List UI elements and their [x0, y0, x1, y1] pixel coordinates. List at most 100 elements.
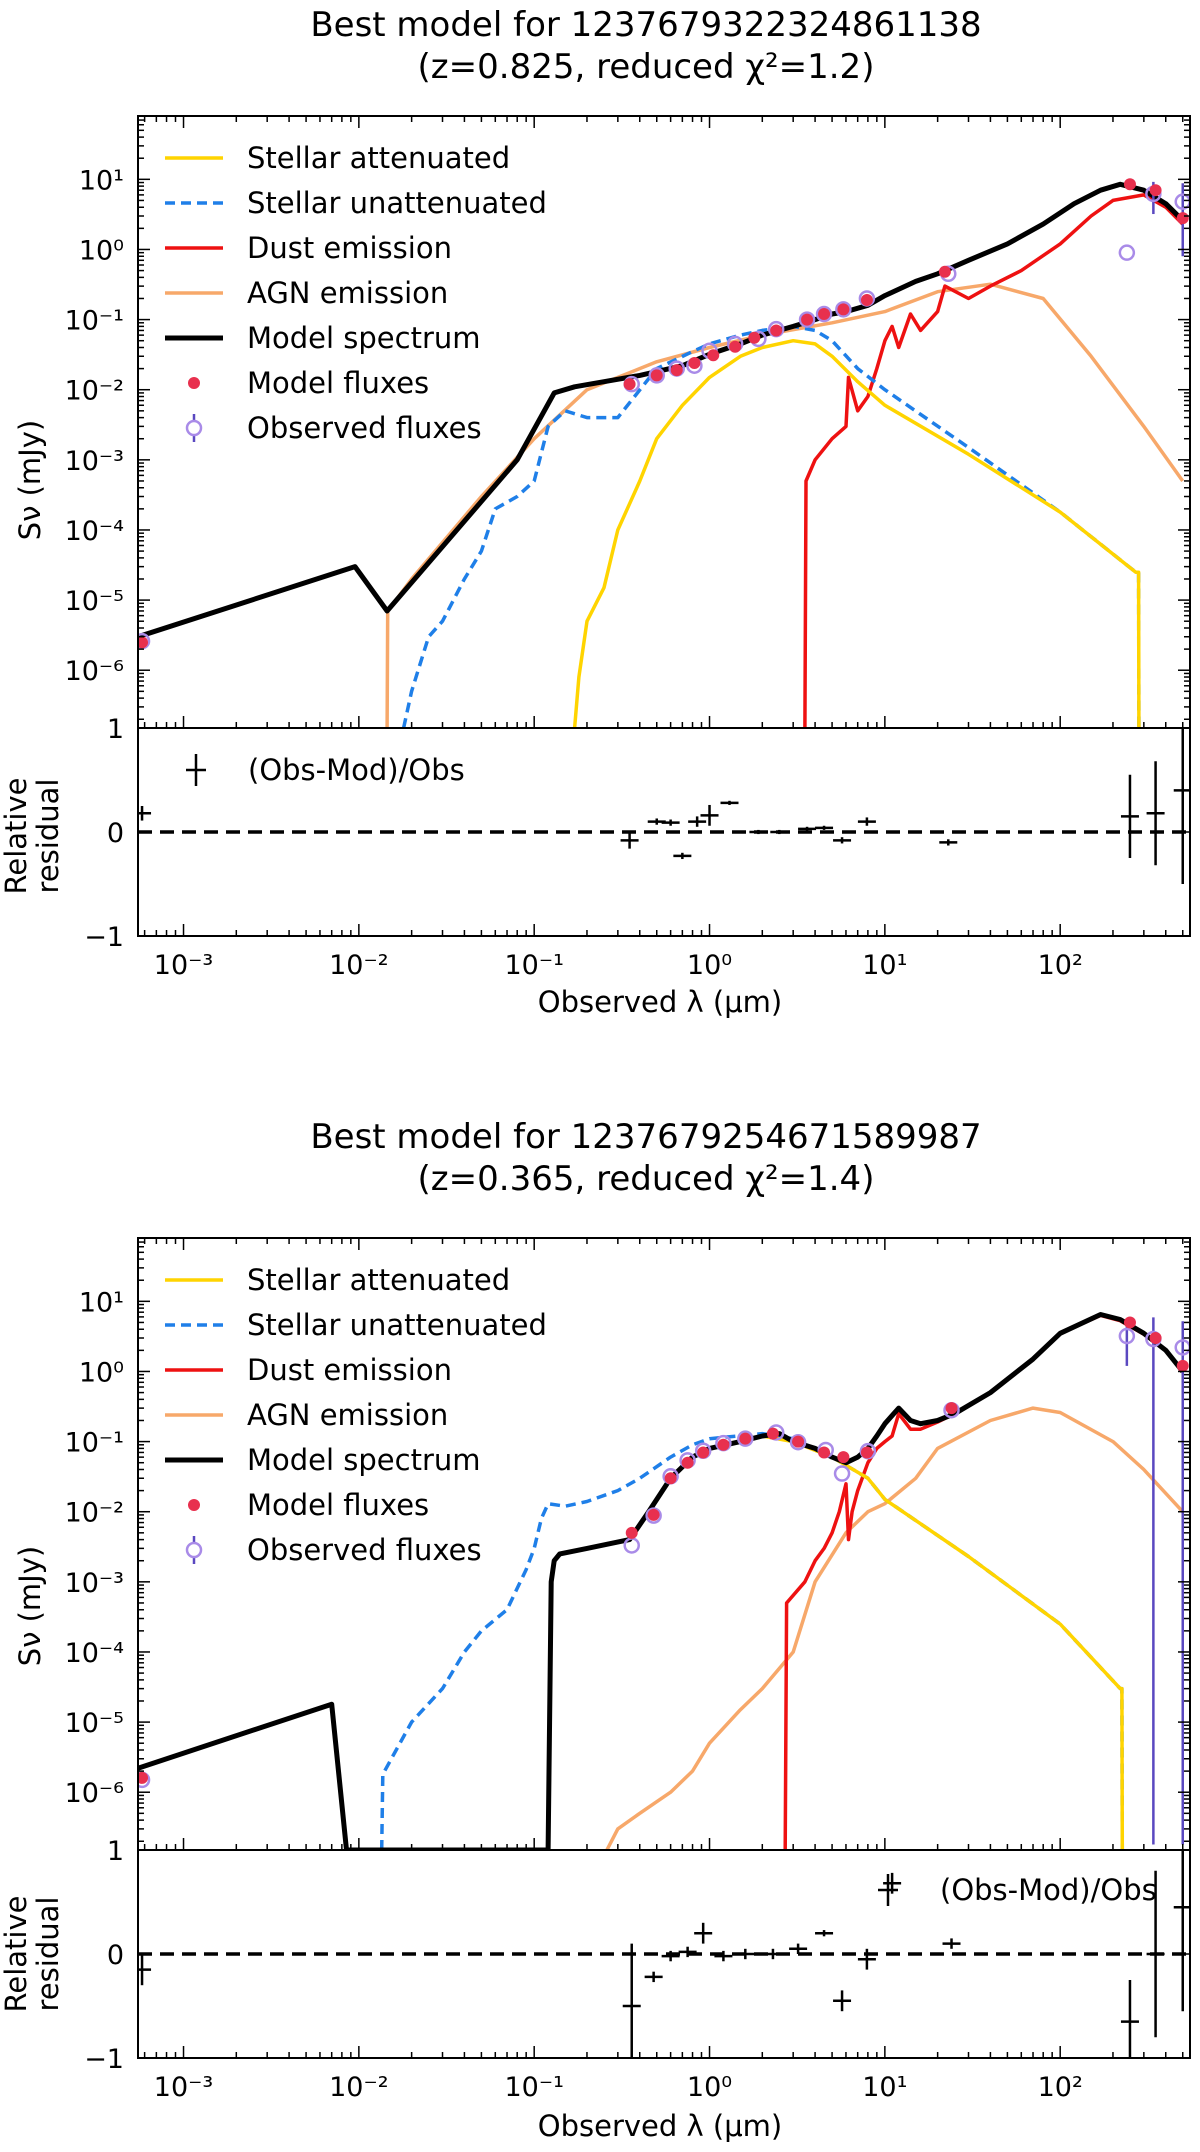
residual-plot-area: 10⁻³ 10⁻² 10⁻¹ 10⁰ 10¹ 10² 1 0 −1 (Obs-Mod)/Obs	[84, 714, 1191, 981]
y-tick-label: 10⁰	[79, 235, 124, 266]
model-flux-point	[1176, 212, 1189, 225]
series-stellar-attenuated	[628, 1434, 1125, 1850]
y-tick-label: 10¹	[79, 165, 124, 196]
legend-label: Model fluxes	[247, 366, 429, 400]
residual-y-label-line2: residual	[31, 1897, 65, 2012]
model-flux-point	[707, 349, 720, 362]
residual-plot-area: 10⁻³ 10⁻² 10⁻¹ 10⁰ 10¹ 10² 1 0 −1 (Obs-Mod)/Obs	[84, 1836, 1191, 2103]
series-dust-emission	[803, 193, 1184, 728]
x-tick-label: 10⁰	[687, 2072, 732, 2103]
residual-y-label-line1: Relative	[0, 1896, 33, 2013]
x-tick-label: 10¹	[862, 950, 907, 981]
model-flux-point	[138, 1771, 149, 1784]
x-tick-label: 10⁻²	[329, 950, 388, 981]
x-tick-label: 10²	[1038, 2072, 1083, 2103]
model-flux-point	[748, 331, 761, 344]
legend: Stellar attenuated Stellar unattenuated Du…	[165, 1263, 547, 1567]
model-flux-point	[681, 1456, 694, 1469]
model-flux-point	[647, 1508, 660, 1521]
x-tick-label: 10⁻³	[154, 2072, 213, 2103]
legend-label: Model fluxes	[247, 1488, 429, 1522]
x-tick-label: 10⁻¹	[504, 2072, 563, 2103]
legend-label: Stellar unattenuated	[247, 1308, 547, 1342]
model-flux-point	[1123, 1316, 1136, 1329]
residual-legend-label: (Obs-Mod)/Obs	[248, 753, 465, 787]
series-agn-emission	[605, 1406, 1184, 1850]
x-tick-label: 10⁻²	[329, 2072, 388, 2103]
y-tick-label: 10⁻⁵	[65, 586, 124, 617]
y-tick-label: 10⁻³	[65, 446, 124, 477]
model-flux-point	[623, 378, 636, 391]
observed-flux-point	[1118, 244, 1136, 261]
model-flux-point	[664, 1472, 677, 1485]
model-flux-point	[938, 265, 951, 278]
y-tick-label: 10⁻¹	[65, 1428, 124, 1459]
legend-label: Observed fluxes	[247, 1533, 482, 1567]
observed-flux-point	[835, 301, 852, 318]
model-flux-point	[739, 1432, 752, 1445]
model-flux-point	[792, 1435, 805, 1448]
y-tick-label: 10⁻⁵	[65, 1708, 124, 1739]
model-flux-point	[717, 1438, 730, 1451]
legend-label: Dust emission	[247, 231, 452, 265]
legend-label: Stellar attenuated	[247, 1263, 510, 1297]
x-tick-label: 10⁰	[687, 950, 732, 981]
model-flux-point	[1149, 1331, 1162, 1344]
observed-flux-point	[1118, 1327, 1136, 1345]
legend-label: Observed fluxes	[247, 411, 482, 445]
observed-flux-point	[815, 305, 833, 323]
observed-flux-point	[833, 1465, 851, 1482]
legend-swatch	[188, 1499, 200, 1511]
x-axis-label: Observed λ (μm)	[538, 985, 782, 1019]
residual-tick-label: 0	[107, 1940, 124, 1971]
sed-chart-bottom-svg: Best model for 1237679254671589987 (z=0.…	[0, 1117, 1191, 2143]
y-tick-label: 10⁻⁶	[65, 656, 124, 687]
model-flux-point	[1176, 1359, 1189, 1372]
model-flux-point	[818, 308, 831, 321]
series-stellar-unattenuated	[379, 1431, 1125, 1850]
chart-title-line2: (z=0.825, reduced χ²=1.2)	[418, 47, 875, 87]
residual-y-label-line1: Relative	[0, 778, 33, 895]
residual-tick-label: 1	[107, 714, 124, 745]
model-flux-point	[729, 340, 742, 353]
main-plot-area: 10¹ 10⁰ 10⁻¹ 10⁻² 10⁻³ 10⁻⁴ 10⁻⁵ 10⁻⁶ Stellar at…	[65, 1237, 1191, 2058]
legend-swatch	[188, 377, 200, 389]
model-flux-point	[697, 1446, 710, 1459]
residual-tick-label: −1	[84, 922, 124, 953]
y-tick-label: 10⁻⁶	[65, 1778, 124, 1809]
model-flux-point	[860, 1446, 873, 1459]
legend-label: AGN emission	[247, 276, 448, 310]
residual-y-label-line2: residual	[31, 779, 65, 894]
y-tick-label: 10⁰	[79, 1357, 124, 1388]
series-agn-emission	[385, 282, 1185, 728]
legend-label: AGN emission	[247, 1398, 448, 1432]
main-plot-area: 10¹ 10⁰ 10⁻¹ 10⁻² 10⁻³ 10⁻⁴ 10⁻⁵ 10⁻⁶ Stellar at…	[65, 115, 1191, 936]
y-tick-label: 10⁻²	[65, 1498, 124, 1529]
observed-flux-point	[737, 1430, 754, 1447]
residual-tick-label: −1	[84, 2044, 124, 2075]
model-flux-point	[860, 294, 873, 307]
legend-swatch	[185, 1541, 203, 1559]
legend-label: Model spectrum	[247, 1443, 481, 1477]
x-tick-label: 10²	[1038, 950, 1083, 981]
y-tick-label: 10⁻³	[65, 1568, 124, 1599]
series-stellar-attenuated	[572, 338, 1141, 728]
legend-label: Stellar unattenuated	[247, 186, 547, 220]
chart-title-line1: Best model for 1237679322324861138	[310, 5, 981, 45]
model-flux-point	[1123, 178, 1136, 191]
x-tick-label: 10⁻³	[154, 950, 213, 981]
legend-swatch	[185, 419, 203, 437]
y-tick-label: 10⁻⁴	[65, 516, 124, 547]
series-stellar-unattenuated	[401, 324, 1141, 728]
y-axis-label: Sν (mJy)	[13, 1546, 47, 1666]
sed-chart-top-svg: Best model for 1237679322324861138 (z=0.…	[0, 5, 1191, 1019]
residual-tick-label: 0	[107, 818, 124, 849]
model-flux-point	[945, 1402, 958, 1415]
model-flux-point	[138, 636, 149, 649]
legend: Stellar attenuated Stellar unattenuated Du…	[165, 141, 547, 445]
observed-flux-point	[798, 311, 816, 328]
model-flux-point	[625, 1526, 638, 1539]
model-flux-point	[688, 357, 701, 370]
legend-label: Model spectrum	[247, 321, 481, 355]
model-flux-point	[801, 313, 814, 326]
